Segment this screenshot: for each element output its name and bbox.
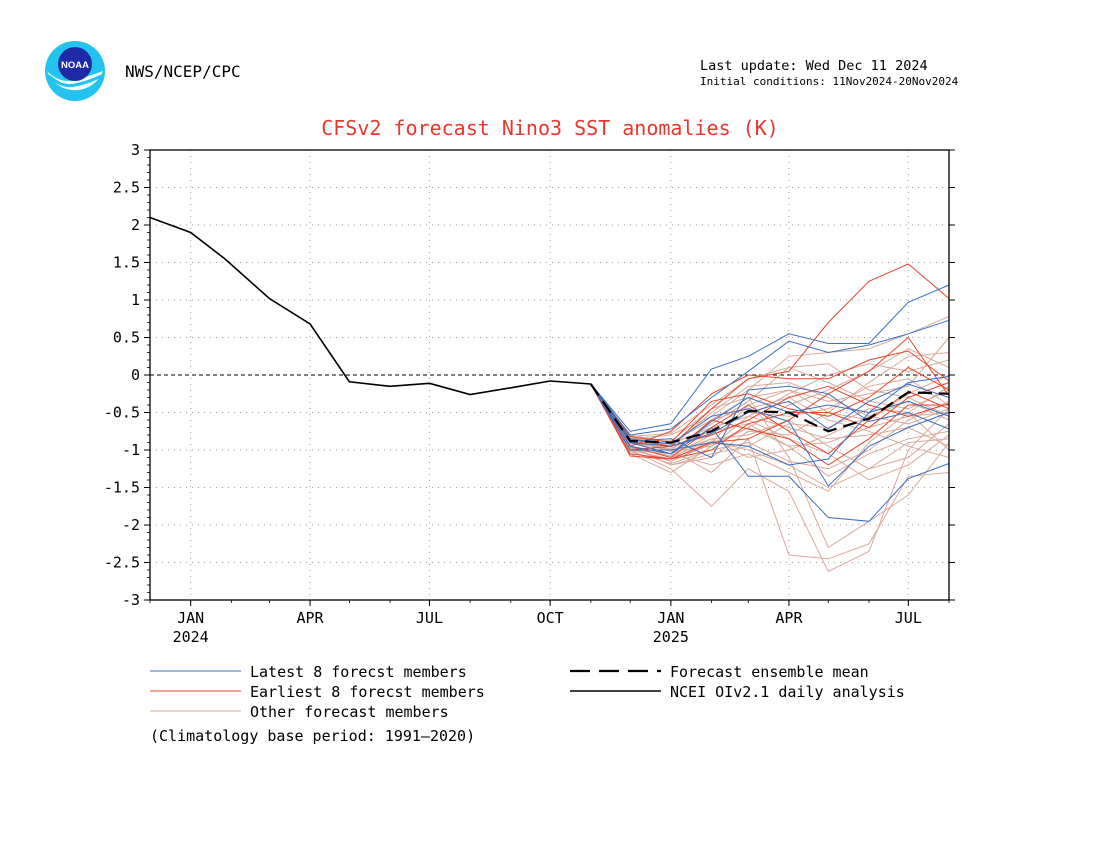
plot-frame (149, 149, 950, 601)
other-member-line (590, 352, 950, 466)
latest-member-line (590, 383, 950, 447)
x-tick-year-label: 2025 (653, 628, 689, 646)
x-tick-label: APR (775, 609, 803, 627)
agency-label: NWS/NCEP/CPC (125, 62, 241, 81)
grid-layer (150, 150, 949, 600)
y-tick-label: -0.5 (104, 404, 140, 422)
legend-label-analysis: NCEI OIv2.1 daily analysis (670, 683, 905, 701)
legend-label-latest: Latest 8 forecst members (250, 663, 467, 681)
analysis-line (149, 216, 591, 396)
y-tick-label: 3 (131, 141, 140, 159)
y-tick-label: 0 (131, 366, 140, 384)
y-tick-label: -2.5 (104, 554, 140, 572)
latest-member-line (590, 319, 950, 436)
ensemble-mean-line (589, 383, 950, 444)
other-member-line (590, 383, 950, 560)
latest-members-layer (590, 284, 950, 522)
latest-member-line (590, 376, 950, 466)
last-update-text: Last update: Wed Dec 11 2024 (700, 58, 928, 74)
latest-member-line (590, 383, 950, 459)
latest-member-line (590, 383, 950, 455)
x-tick-label: OCT (537, 609, 564, 627)
other-member-line (590, 348, 950, 453)
other-member-line (590, 383, 950, 573)
legend-label-mean: Forecast ensemble mean (670, 663, 869, 681)
earliest-member-line (590, 350, 950, 447)
y-tick-label: -1 (122, 441, 140, 459)
noaa-logo-text: NOAA (61, 60, 89, 71)
x-tick-label: JUL (895, 609, 922, 627)
ensemble-mean-layer (589, 383, 950, 444)
legend-label-earliest: Earliest 8 forecst members (250, 683, 485, 701)
chart-title: CFSv2 forecast Nino3 SST anomalies (K) (321, 116, 779, 140)
other-member-line (590, 383, 950, 481)
analysis-layer (149, 216, 591, 396)
x-tick-label: JUL (416, 609, 443, 627)
initial-conditions-text: Initial conditions: 11Nov2024-20Nov2024 (700, 75, 959, 88)
climatology-note: (Climatology base period: 1991—2020) (150, 727, 476, 745)
axes-layer: 32.521.510.50-0.5-1-1.5-2-2.5-3JAN2024AP… (104, 141, 955, 646)
latest-member-line (590, 284, 950, 432)
other-member-line (590, 381, 950, 448)
y-tick-label: 2 (131, 216, 140, 234)
y-tick-label: 1 (131, 291, 140, 309)
x-tick-label: APR (297, 609, 325, 627)
noaa-logo: NOAA (45, 41, 105, 101)
x-tick-label: JAN (657, 609, 684, 627)
y-tick-label: 2.5 (113, 179, 140, 197)
y-tick-label: -2 (122, 516, 140, 534)
y-tick-label: -3 (122, 591, 140, 609)
y-tick-label: 1.5 (113, 254, 140, 272)
y-tick-label: 0.5 (113, 329, 140, 347)
x-tick-year-label: 2024 (173, 628, 209, 646)
y-tick-label: -1.5 (104, 479, 140, 497)
legend-label-other: Other forecast members (250, 703, 449, 721)
earliest-member-line (590, 336, 950, 460)
x-tick-label: JAN (177, 609, 204, 627)
